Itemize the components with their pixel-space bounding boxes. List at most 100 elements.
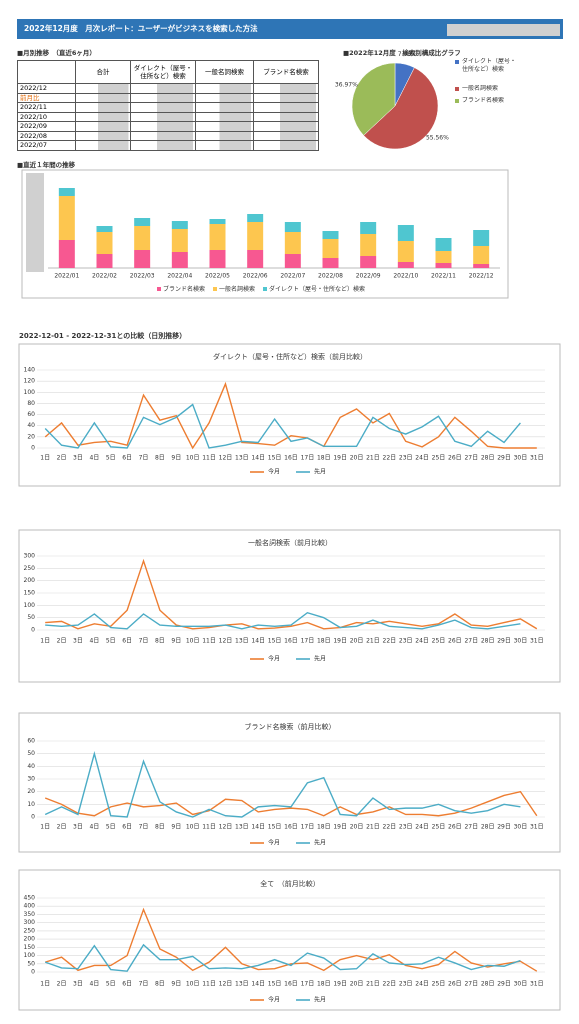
- x-tick-label: 8日: [155, 981, 165, 988]
- x-tick-label: 11日: [202, 824, 216, 831]
- x-tick-label: 2日: [57, 638, 67, 645]
- x-tick-label: 2日: [57, 455, 67, 462]
- legend-label: ブランド名検索: [462, 97, 505, 104]
- x-tick-label: 18日: [317, 824, 331, 831]
- monthly-table: 合計 ダイレクト（屋号・住所など）検索 一般名詞検索 ブランド名検索 2022/12 前月…: [17, 60, 319, 151]
- series-line: [45, 611, 521, 630]
- x-tick-label: 14日: [251, 824, 265, 831]
- x-tick-label: 19日: [333, 824, 347, 831]
- bar-segment: [134, 226, 151, 250]
- y-tick-label: 350: [24, 911, 36, 918]
- series-line: [44, 750, 521, 818]
- x-tick-label: 13日: [235, 455, 249, 462]
- column-header: ダイレクト（屋号・住所など）検索: [130, 60, 196, 84]
- x-tick-label: 20日: [350, 981, 364, 988]
- pie-label: 55.56%: [426, 134, 449, 141]
- bar-segment: [322, 258, 339, 268]
- x-tick-label: 2022/01: [54, 273, 79, 280]
- x-tick-label: 16日: [284, 455, 298, 462]
- x-tick-label: 21日: [366, 981, 380, 988]
- chart-title: ブランド名検索（前月比較）: [245, 722, 336, 731]
- x-tick-label: 2022/03: [130, 273, 155, 280]
- x-tick-label: 30日: [514, 638, 528, 645]
- x-tick-label: 17日: [301, 455, 315, 462]
- x-tick-label: 15日: [268, 824, 282, 831]
- y-tick-label: 0: [31, 969, 35, 976]
- header-box: [447, 24, 560, 36]
- x-tick-label: 2日: [57, 824, 67, 831]
- chart-box: [18, 712, 561, 853]
- chart-box: [18, 869, 561, 1011]
- table-cell: [253, 111, 319, 122]
- x-tick-label: 6日: [122, 824, 132, 831]
- x-tick-label: 27日: [464, 981, 478, 988]
- bar-segment: [58, 240, 75, 268]
- x-tick-label: 12日: [219, 981, 233, 988]
- bar-segment: [397, 262, 414, 268]
- x-tick-label: 2022/02: [92, 273, 117, 280]
- table-row: 2022/12: [17, 83, 319, 94]
- x-tick-label: 2022/07: [280, 273, 305, 280]
- bar-segment: [322, 231, 339, 239]
- table-cell: [195, 92, 254, 103]
- x-tick-label: 29日: [497, 638, 511, 645]
- chart-box: [18, 343, 561, 487]
- chart-title: ■2022年12月度 検索別構成比グラフ: [343, 48, 461, 57]
- legend-label: 先月: [314, 839, 326, 847]
- x-tick-label: 9日: [171, 455, 181, 462]
- x-tick-label: 28日: [481, 824, 495, 831]
- table-cell: [253, 130, 319, 141]
- table-cell: [130, 102, 196, 113]
- x-tick-label: 9日: [171, 981, 181, 988]
- x-tick-label: 19日: [333, 455, 347, 462]
- table-row: 2022/07: [17, 140, 319, 151]
- x-tick-label: 2022/09: [356, 273, 381, 280]
- table-cell: [130, 130, 196, 141]
- bar-segment: [209, 224, 226, 250]
- legend-item: ブランド名検索: [462, 97, 505, 104]
- y-tick-label: 50: [27, 750, 35, 757]
- y-tick-label: 60: [27, 411, 35, 418]
- x-tick-label: 11日: [202, 638, 216, 645]
- legend-label: 先月: [314, 655, 326, 663]
- legend-label: 今月: [268, 655, 280, 663]
- y-tick-label: 250: [24, 565, 36, 572]
- row-label: 2022/08: [17, 130, 76, 141]
- table-cell: [75, 111, 131, 122]
- table-title: ■月別推移 （直近6ヶ月）: [17, 48, 96, 57]
- x-tick-label: 30日: [514, 981, 528, 988]
- x-tick-label: 2022/10: [393, 273, 418, 280]
- y-tick-label: 0: [31, 814, 35, 821]
- legend-swatch: [157, 287, 161, 291]
- x-tick-label: 27日: [464, 824, 478, 831]
- x-tick-label: 23日: [399, 981, 413, 988]
- bar-segment: [171, 221, 188, 229]
- pie-label: 7.46%: [398, 51, 417, 58]
- legend-label: ダイレクト（屋号・住所など）検索: [269, 285, 365, 293]
- x-tick-label: 28日: [481, 638, 495, 645]
- x-tick-label: 30日: [514, 455, 528, 462]
- bar-segment: [473, 246, 490, 264]
- x-tick-label: 3日: [73, 455, 83, 462]
- y-tick-label: 150: [24, 944, 36, 951]
- y-tick-label: 300: [24, 553, 36, 560]
- bar-segment: [209, 250, 226, 268]
- series-line: [44, 907, 538, 972]
- y-tick-label: 60: [27, 738, 35, 745]
- x-tick-label: 27日: [464, 638, 478, 645]
- x-tick-label: 1日: [40, 981, 50, 988]
- table-cell: [195, 102, 254, 113]
- row-label: 前月比: [17, 92, 76, 103]
- y-tick-label: 30: [27, 776, 35, 783]
- x-tick-label: 2022/11: [431, 273, 456, 280]
- row-label: 2022/07: [17, 140, 76, 151]
- series-line: [44, 790, 538, 817]
- x-tick-label: 14日: [251, 638, 265, 645]
- series-line: [44, 381, 537, 450]
- row-label: 2022/12: [17, 83, 76, 94]
- x-tick-label: 13日: [235, 638, 249, 645]
- y-tick-label: 150: [24, 590, 36, 597]
- x-tick-label: 4日: [89, 638, 99, 645]
- table-cell: [195, 111, 254, 122]
- x-tick-label: 18日: [317, 455, 331, 462]
